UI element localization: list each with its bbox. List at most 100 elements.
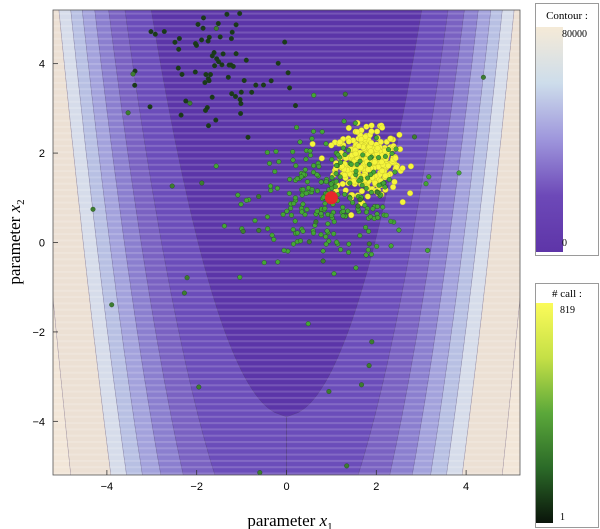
scatter-point — [238, 89, 244, 95]
y-tick-label: 4 — [39, 59, 45, 71]
scatter-point — [378, 159, 385, 166]
scatter-point — [314, 172, 320, 178]
scatter-point — [352, 120, 358, 126]
scatter-point — [304, 207, 310, 212]
scatter-point — [241, 78, 247, 83]
scatter-point — [206, 78, 212, 84]
scatter-point — [382, 172, 389, 179]
scatter-point — [382, 153, 388, 159]
scatter-point — [425, 247, 431, 253]
scatter-point — [340, 145, 346, 151]
scatter-point — [237, 97, 243, 102]
scatter-point — [357, 164, 364, 171]
scatter-point — [324, 228, 330, 234]
scatter-point — [359, 382, 364, 388]
scatter-point — [299, 192, 305, 198]
scatter-point — [305, 321, 311, 327]
scatter-point — [341, 172, 348, 179]
scatter-point — [300, 228, 306, 234]
scatter-point — [357, 233, 363, 238]
scatter-point — [333, 178, 339, 184]
scatter-point — [273, 149, 279, 154]
scatter-point — [373, 135, 379, 141]
scatter-point — [311, 163, 317, 169]
scatter-point — [245, 134, 251, 140]
scatter-point — [338, 247, 344, 253]
scatter-point — [368, 122, 375, 129]
scatter-point — [341, 118, 347, 124]
scatter-point — [221, 223, 227, 229]
scatter-point — [308, 152, 313, 158]
scatter-point — [213, 117, 219, 123]
scatter-point — [267, 160, 272, 166]
scatter-point — [376, 182, 382, 188]
scatter-point — [176, 46, 182, 52]
scatter-point — [352, 150, 359, 157]
scatter-point — [298, 238, 303, 244]
y-tick-label: 2 — [39, 148, 45, 160]
scatter-point — [275, 259, 281, 265]
scatter-point — [346, 249, 352, 255]
scatter-point — [363, 224, 369, 230]
scatter-point — [338, 159, 344, 165]
scatter-point — [366, 363, 372, 369]
scatter-point — [399, 199, 406, 206]
scatter-point — [290, 227, 296, 232]
scatter-point — [187, 100, 193, 106]
scatter-point — [363, 252, 369, 258]
scatter-point — [369, 339, 375, 345]
scatter-point — [412, 134, 417, 140]
scatter-point — [316, 163, 322, 169]
scatter-point — [385, 162, 392, 169]
scatter-point — [365, 175, 371, 181]
scatter-point — [407, 190, 414, 197]
scatter-point — [275, 60, 281, 66]
scatter-point — [293, 163, 299, 169]
scatter-point — [233, 22, 239, 28]
scatter-point — [195, 21, 201, 27]
scatter-point — [268, 78, 274, 84]
scatter-point — [318, 155, 325, 162]
scatter-point — [176, 36, 182, 41]
scatter-point — [292, 195, 298, 201]
scatter-point — [257, 470, 263, 475]
scatter-point — [329, 212, 335, 218]
calls-legend-title: # call : — [552, 288, 582, 300]
scatter-point — [337, 174, 343, 180]
scatter-point — [179, 71, 185, 77]
scatter-point — [380, 204, 386, 210]
scatter-point — [340, 213, 346, 219]
scatter-point — [355, 143, 362, 150]
scatter-point — [339, 180, 346, 187]
scatter-point — [390, 184, 397, 191]
scatter-point — [345, 138, 352, 145]
contour-legend-title: Contour : — [546, 10, 588, 22]
scatter-point — [212, 63, 218, 69]
scatter-point — [90, 206, 96, 212]
scatter-point — [354, 162, 360, 167]
scatter-point — [217, 34, 223, 40]
scatter-point — [194, 42, 199, 48]
scatter-point — [374, 243, 380, 249]
scatter-point — [318, 179, 324, 185]
x-tick-label: 2 — [373, 481, 379, 493]
scatter-point — [333, 171, 339, 176]
scatter-point — [456, 170, 462, 176]
scatter-point — [290, 149, 296, 155]
scatter-point — [281, 247, 287, 253]
scatter-point — [298, 174, 304, 180]
scatter-point — [229, 91, 235, 97]
scatter-point — [300, 187, 306, 193]
scatter-point — [240, 228, 246, 234]
scatter-point — [209, 94, 215, 100]
scatter-point — [407, 163, 414, 170]
scatter-point — [392, 155, 399, 162]
scatter-point — [367, 155, 373, 161]
scatter-point — [318, 232, 324, 238]
contour-legend-min: 0 — [562, 238, 567, 249]
scatter-point — [353, 168, 359, 174]
scatter-point — [386, 177, 392, 183]
scatter-point — [211, 50, 217, 56]
scatter-point — [311, 230, 316, 236]
scatter-point — [362, 202, 368, 208]
